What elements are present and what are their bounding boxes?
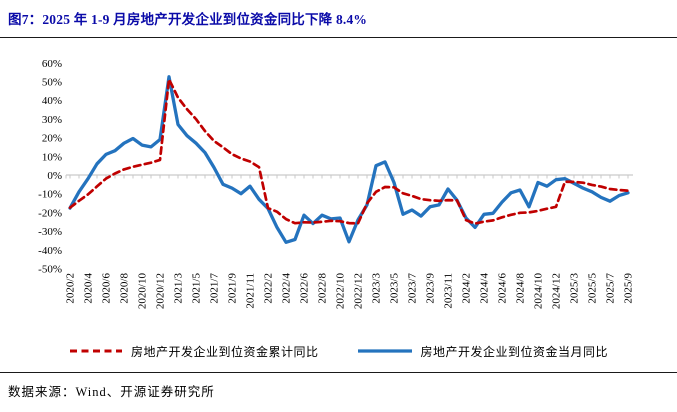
x-axis-tick-label: 2025/5 bbox=[587, 273, 599, 304]
x-axis-tick-label: 2022/8 bbox=[317, 273, 329, 304]
x-axis-tick-label: 2025/7 bbox=[605, 273, 617, 304]
x-axis-tick-label: 2021/11 bbox=[245, 273, 257, 309]
cumulative-yoy-line bbox=[68, 77, 630, 225]
y-axis-tick-label: -40% bbox=[38, 245, 62, 257]
y-axis-tick-label: 20% bbox=[42, 133, 62, 145]
x-axis-tick-label: 2025/3 bbox=[569, 273, 581, 304]
y-axis-tick-label: 40% bbox=[42, 95, 62, 107]
x-axis-tick-label: 2021/5 bbox=[191, 273, 203, 304]
y-axis-tick-label: 0% bbox=[47, 170, 62, 182]
legend-label-monthly: 房地产开发企业到位资金当月同比 bbox=[420, 344, 609, 359]
solid-line-swatch-icon bbox=[357, 349, 412, 353]
figure-title: 图7：2025 年 1-9 月房地产开发企业到位资金同比下降 8.4% bbox=[8, 12, 368, 27]
footer-divider bbox=[0, 372, 677, 373]
x-axis-tick-label: 2022/4 bbox=[281, 273, 293, 304]
y-axis-tick-label: 30% bbox=[42, 114, 62, 126]
x-axis-tick-label: 2022/6 bbox=[299, 273, 311, 304]
x-axis-tick-label: 2021/3 bbox=[173, 273, 185, 304]
chart-legend: 房地产开发企业到位资金累计同比 房地产开发企业到位资金当月同比 bbox=[0, 341, 677, 361]
x-axis-tick-label: 2021/9 bbox=[227, 273, 239, 304]
y-axis-tick-label: -50% bbox=[38, 264, 62, 276]
x-axis-tick-label: 2022/12 bbox=[353, 273, 365, 309]
x-axis-tick-label: 2024/10 bbox=[533, 273, 545, 310]
data-source-note: 数据来源：Wind、开源证券研究所 bbox=[8, 385, 215, 399]
x-axis-tick-label: 2020/12 bbox=[155, 273, 167, 309]
x-axis-tick-label: 2024/2 bbox=[461, 273, 473, 304]
y-axis-tick-label: -10% bbox=[38, 189, 62, 201]
y-axis-tick-label: 10% bbox=[42, 151, 62, 163]
y-axis-tick-label: 60% bbox=[42, 58, 62, 70]
x-axis-tick-label: 2023/3 bbox=[371, 273, 383, 304]
x-axis-tick-label: 2023/11 bbox=[443, 273, 455, 309]
x-axis-tick-label: 2020/2 bbox=[65, 273, 77, 304]
x-axis-tick-label: 2024/8 bbox=[515, 273, 527, 304]
title-divider bbox=[0, 37, 677, 38]
legend-item-cumulative: 房地产开发企业到位资金累计同比 bbox=[69, 343, 319, 360]
legend-label-cumulative: 房地产开发企业到位资金累计同比 bbox=[130, 344, 319, 359]
y-axis-tick-label: -20% bbox=[38, 207, 62, 219]
x-axis-tick-label: 2025/9 bbox=[623, 273, 635, 304]
x-axis-tick-label: 2024/6 bbox=[497, 273, 509, 304]
x-axis-tick-label: 2023/7 bbox=[407, 273, 419, 304]
x-axis-tick-label: 2020/8 bbox=[119, 273, 131, 304]
x-axis-tick-label: 2020/6 bbox=[101, 273, 113, 304]
legend-item-monthly: 房地产开发企业到位资金当月同比 bbox=[357, 343, 609, 360]
y-axis-tick-label: 50% bbox=[42, 77, 62, 89]
monthly-yoy-line bbox=[68, 75, 630, 244]
x-axis-tick-label: 2020/4 bbox=[83, 273, 95, 304]
x-axis-tick-label: 2021/7 bbox=[209, 273, 221, 304]
x-axis-tick-label: 2024/4 bbox=[479, 273, 491, 304]
y-axis-tick-label: -30% bbox=[38, 226, 62, 238]
x-axis-tick-label: 2023/5 bbox=[389, 273, 401, 304]
x-axis-tick-label: 2024/12 bbox=[551, 273, 563, 309]
x-axis-tick-label: 2023/9 bbox=[425, 273, 437, 304]
dashed-line-swatch-icon bbox=[69, 349, 122, 353]
x-axis-tick-label: 2022/2 bbox=[263, 273, 275, 304]
x-axis-tick-label: 2020/10 bbox=[137, 273, 149, 310]
x-axis-tick-label: 2022/10 bbox=[335, 273, 347, 310]
